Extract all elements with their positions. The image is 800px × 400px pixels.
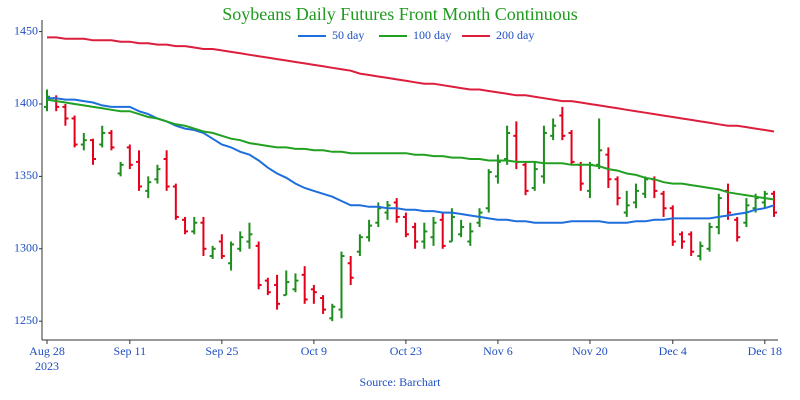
x-tick-label: Oct 23 [390, 344, 422, 358]
y-tick-label: 1400 [14, 96, 38, 110]
legend-label: 50 day [332, 28, 364, 42]
legend-label: 200 day [496, 28, 534, 42]
y-tick-label: 1350 [14, 168, 38, 182]
x-tick-label: Dec 4 [659, 344, 687, 358]
x-tick-label: Sep 25 [205, 344, 238, 358]
y-tick-label: 1300 [14, 241, 38, 255]
x-tick-label: Nov 20 [572, 344, 608, 358]
x-tick-label: Dec 18 [748, 344, 782, 358]
y-tick-label: 1250 [14, 313, 38, 327]
x-tick-label: Sep 11 [114, 344, 147, 358]
moving-average-line [46, 98, 775, 201]
chart-title: Soybeans Daily Futures Front Month Conti… [222, 4, 578, 24]
moving-average-line [47, 36, 775, 133]
source-note: Source: Barchart [360, 375, 442, 389]
legend-label: 100 day [413, 28, 451, 42]
x-tick-label: Oct 9 [301, 344, 327, 358]
x-tick-label: Aug 28 [29, 344, 65, 358]
y-tick-label: 1450 [14, 23, 38, 37]
x-tick-label: Nov 6 [483, 344, 513, 358]
x-tick-sublabel: 2023 [35, 359, 59, 373]
